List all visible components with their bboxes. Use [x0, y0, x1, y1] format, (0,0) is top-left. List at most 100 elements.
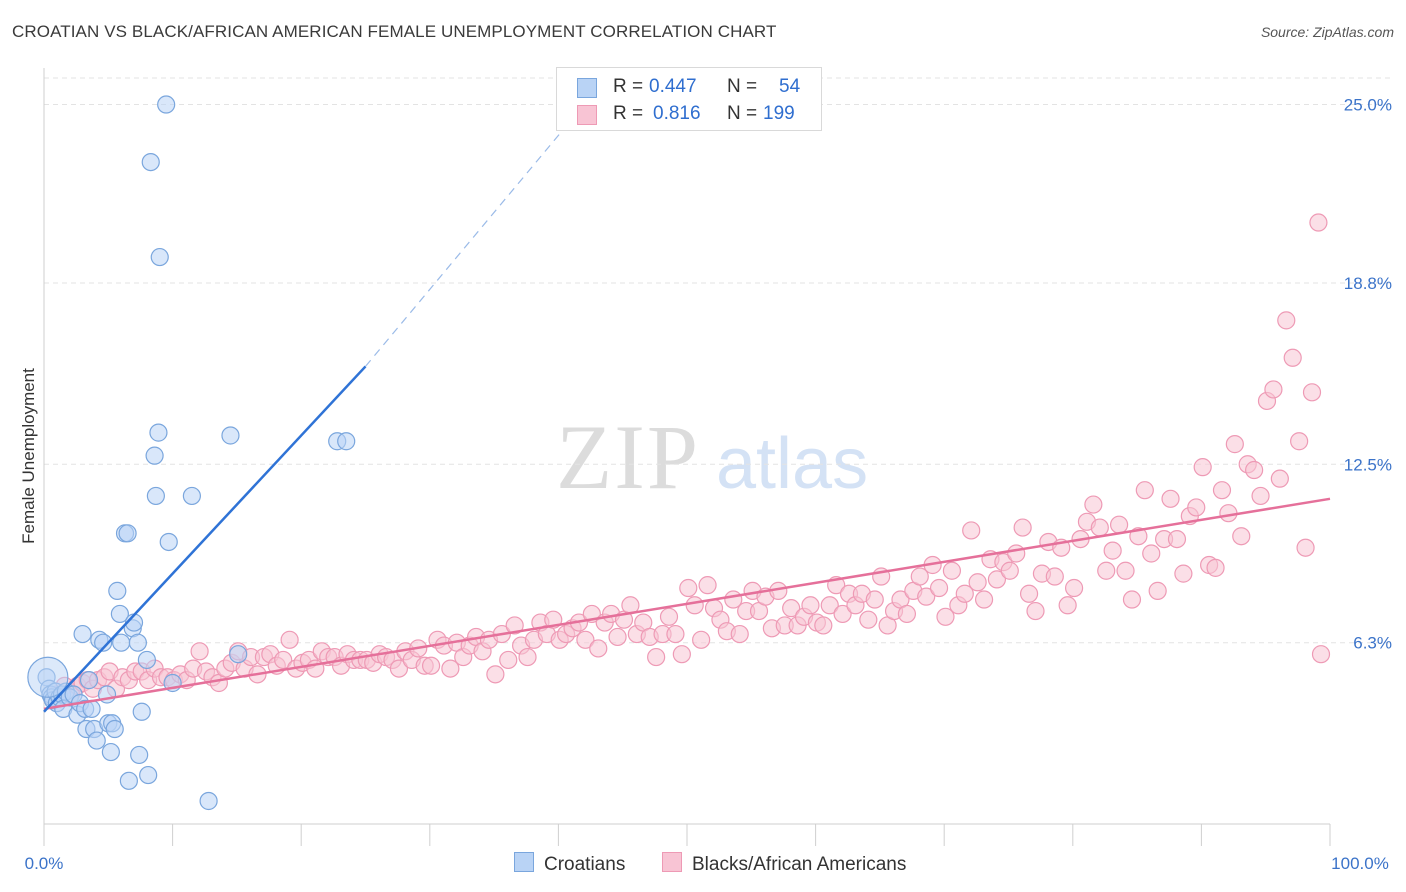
data-point-croatians — [139, 765, 158, 785]
data-point-blacks — [1148, 581, 1167, 600]
data-point-blacks — [1116, 561, 1135, 580]
data-point-blacks — [1309, 213, 1328, 232]
data-point-blacks — [782, 599, 801, 618]
data-point-blacks — [820, 596, 839, 615]
data-point-blacks — [280, 630, 299, 649]
data-point-blacks — [1302, 383, 1322, 402]
data-point-blacks — [1013, 518, 1032, 537]
data-point-croatians — [199, 791, 218, 811]
data-point-croatians — [79, 671, 99, 690]
data-point-blacks — [647, 647, 666, 667]
data-point-blacks — [685, 596, 704, 615]
data-point-blacks — [1109, 515, 1129, 534]
data-point-blacks — [962, 521, 981, 540]
data-point-croatians — [105, 719, 124, 739]
watermark-zip: ZIP — [556, 406, 700, 508]
r-value: 0.816 — [653, 103, 701, 124]
data-point-blacks — [389, 659, 409, 678]
r-value: 0.447 — [649, 76, 697, 97]
data-point-croatians — [119, 771, 138, 790]
data-point-blacks — [929, 578, 949, 598]
bottom-legend: Croatians Blacks/African Americans — [0, 852, 1406, 878]
data-point-blacks — [441, 659, 460, 678]
data-point-blacks — [1084, 495, 1103, 514]
data-point-blacks — [897, 604, 917, 624]
croatians-swatch — [577, 78, 597, 98]
trend-line-blacks — [43, 497, 1331, 711]
data-point-blacks — [1007, 544, 1026, 563]
blacks-legend-swatch — [662, 852, 682, 872]
data-point-blacks — [1058, 596, 1077, 615]
n-value: 54 — [779, 76, 801, 97]
data-point-blacks — [666, 624, 685, 644]
data-point-blacks — [679, 578, 698, 598]
data-point-croatians — [150, 247, 169, 267]
trend-line-croatians — [43, 365, 367, 713]
data-point-croatians — [146, 486, 165, 506]
data-point-blacks — [1135, 481, 1154, 500]
x-tick-label: 100.0% — [1331, 854, 1389, 873]
data-point-blacks — [1277, 311, 1296, 330]
data-point-blacks — [505, 616, 524, 635]
data-point-croatians — [73, 624, 92, 644]
r-label: R = — [613, 76, 644, 97]
data-point-blacks — [1142, 544, 1161, 563]
data-point-blacks — [698, 576, 717, 595]
data-point-blacks — [1090, 518, 1109, 537]
data-point-blacks — [1264, 380, 1283, 399]
data-point-blacks — [974, 590, 994, 609]
y-tick-label: 6.3% — [1353, 634, 1392, 653]
source-label: Source: ZipAtlas.com — [1260, 24, 1394, 40]
data-point-blacks — [1167, 529, 1187, 549]
data-point-blacks — [576, 630, 595, 649]
data-point-blacks — [1212, 481, 1232, 500]
data-point-blacks — [1019, 584, 1039, 603]
croatians-legend-swatch — [514, 852, 534, 872]
data-point-blacks — [955, 584, 974, 603]
data-point-croatians — [27, 656, 69, 698]
legend-item-blacks: Blacks/African Americans — [662, 852, 906, 876]
data-point-croatians — [141, 152, 160, 172]
data-point-blacks — [801, 596, 820, 615]
legend-item-croatians: Croatians — [514, 852, 625, 876]
data-point-blacks — [1064, 578, 1084, 598]
data-point-croatians — [137, 650, 156, 670]
data-point-blacks — [1290, 432, 1309, 451]
data-point-blacks — [1225, 435, 1244, 454]
data-point-croatians — [221, 426, 240, 445]
data-point-blacks — [692, 630, 711, 649]
data-point-blacks — [987, 570, 1007, 589]
data-point-croatians — [157, 95, 176, 114]
data-point-blacks — [1187, 498, 1206, 517]
y-tick-label: 18.8% — [1344, 274, 1392, 293]
r-label: R = — [613, 103, 644, 124]
data-point-croatians — [145, 446, 164, 465]
data-point-blacks — [942, 561, 962, 580]
data-point-croatians — [229, 645, 248, 664]
data-point-blacks — [1103, 541, 1122, 560]
data-point-blacks — [486, 665, 505, 684]
data-point-blacks — [190, 642, 209, 661]
blacks-swatch — [577, 105, 597, 125]
data-point-croatians — [94, 633, 113, 652]
data-point-blacks — [968, 573, 987, 592]
data-point-blacks — [910, 567, 929, 586]
data-point-croatians — [149, 423, 168, 442]
n-label: N = — [727, 103, 758, 124]
data-point-blacks — [1122, 590, 1142, 609]
data-point-blacks — [1174, 564, 1193, 583]
data-point-blacks — [1000, 561, 1019, 580]
data-point-croatians — [130, 745, 149, 765]
data-point-croatians — [337, 432, 356, 451]
data-point-blacks — [608, 627, 627, 647]
chart-title: CROATIAN VS BLACK/AFRICAN AMERICAN FEMAL… — [12, 22, 777, 41]
data-point-blacks — [1026, 601, 1045, 621]
legend-label-blacks: Blacks/African Americans — [692, 854, 907, 875]
data-point-blacks — [730, 624, 749, 644]
data-point-blacks — [274, 650, 293, 670]
stats-legend: R = 0.447 N = 54 R = 0.816 N = 199 — [556, 67, 822, 131]
data-point-croatians — [110, 604, 129, 624]
data-point-blacks — [518, 647, 537, 667]
data-point-blacks — [1206, 558, 1225, 577]
data-point-croatians — [182, 486, 201, 506]
